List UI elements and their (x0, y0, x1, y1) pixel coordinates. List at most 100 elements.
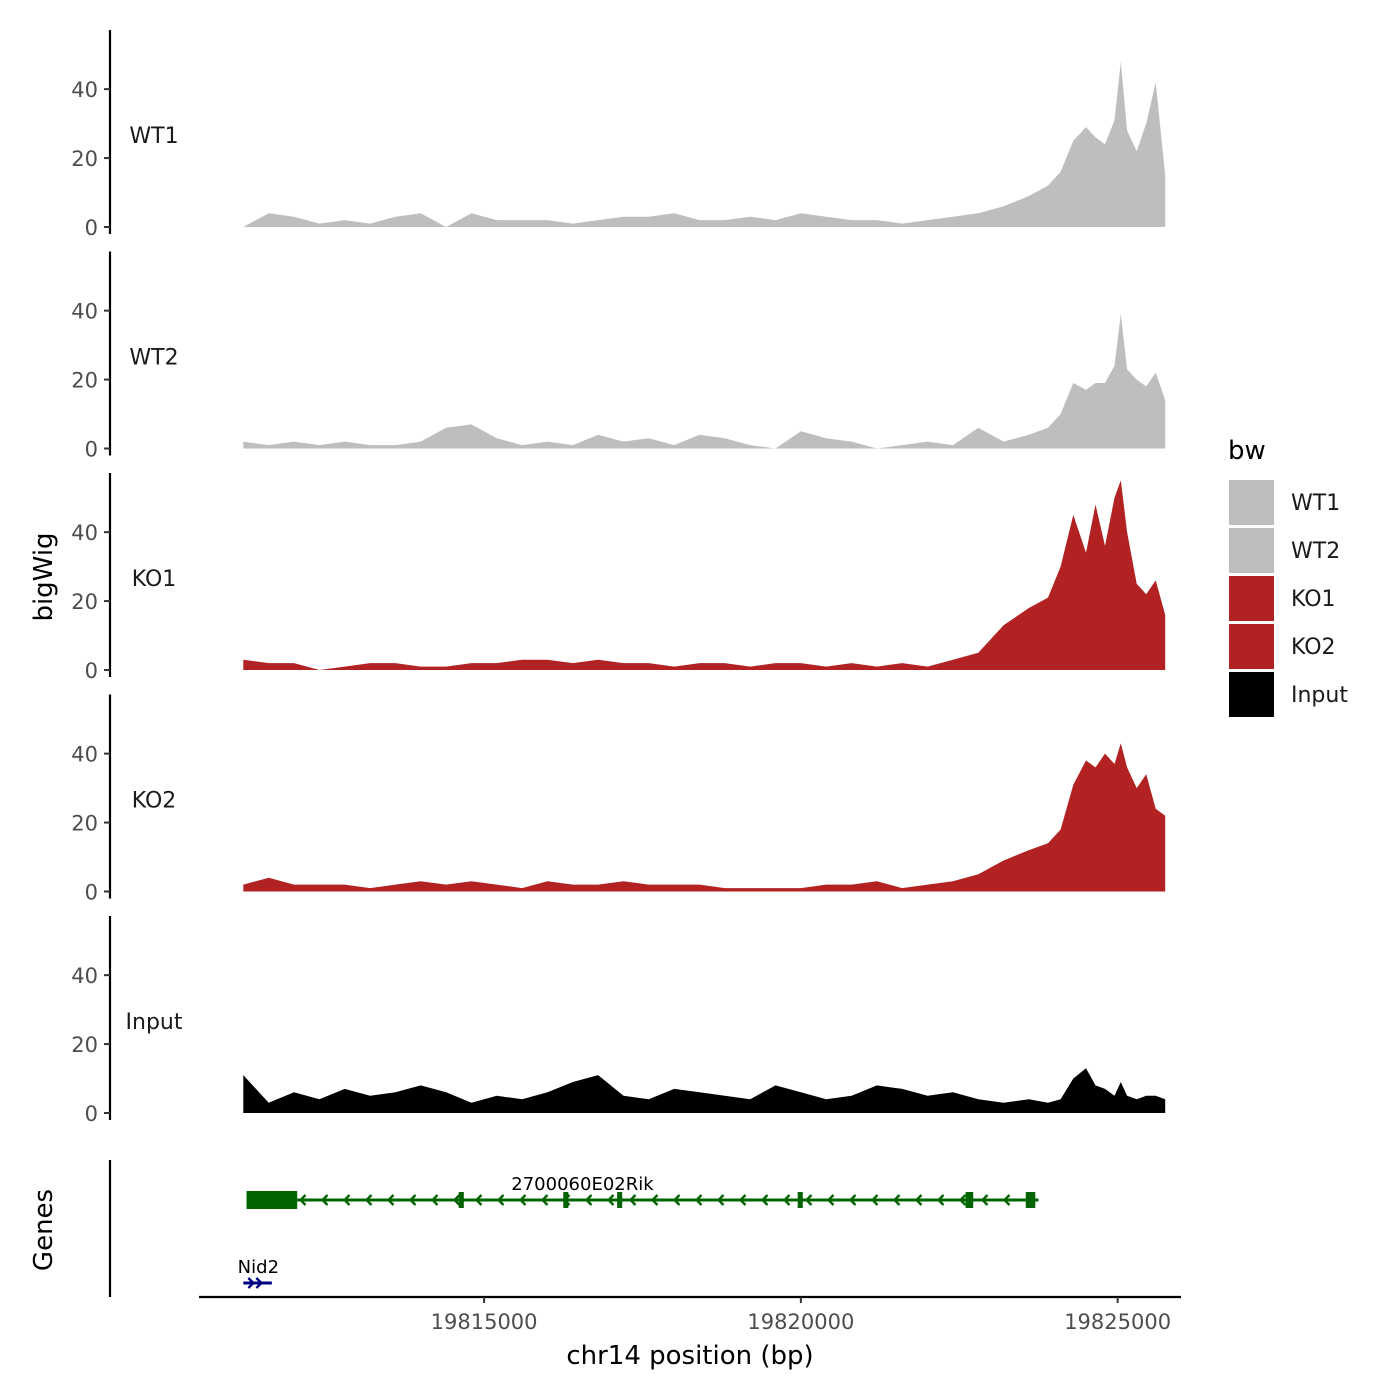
legend-item-input: Input (1229, 672, 1348, 717)
exon (246, 1191, 298, 1209)
legend-item-ko1: KO1 (1229, 576, 1336, 621)
track-input: 0 20 40 Input (71, 916, 1166, 1126)
strand-chevron (364, 1194, 373, 1206)
y-tick-label: 0 (85, 438, 98, 462)
strand-chevron (408, 1194, 417, 1206)
track-label: Input (126, 1010, 183, 1035)
genes-track: Genes 2700060E02Rik Nid2 (29, 1160, 1039, 1297)
strand-chevron (914, 1194, 923, 1206)
strand-chevron (320, 1194, 329, 1206)
gene-nid2: Nid2 (238, 1257, 279, 1289)
strand-chevron (650, 1194, 659, 1206)
legend-label: KO1 (1291, 587, 1336, 612)
track-ko1: 0 20 40 KO1 (71, 473, 1166, 683)
legend-item-ko2: KO2 (1229, 624, 1336, 669)
x-tick-label: 19815000 (431, 1310, 538, 1334)
strand-chevron (804, 1194, 813, 1206)
legend-swatch (1229, 576, 1274, 621)
exon (797, 1192, 803, 1208)
y-tick-label: 40 (71, 964, 98, 988)
y-tick-label: 40 (71, 521, 98, 545)
track-wt1: 0 20 40 WT1 (71, 30, 1166, 240)
exon (965, 1192, 974, 1208)
y-tick-label: 20 (71, 812, 98, 836)
y-tick-label: 20 (71, 147, 98, 171)
y-tick-label: 40 (71, 78, 98, 102)
area-wt1 (243, 61, 1166, 227)
x-tick-label: 19825000 (1064, 1310, 1171, 1334)
strand-chevron (672, 1194, 681, 1206)
x-tick-label: 19820000 (747, 1310, 854, 1334)
y-tick-label: 20 (71, 1033, 98, 1057)
legend-label: Input (1291, 683, 1348, 708)
legend: bw WT1 WT2 KO1 KO2 Input (1228, 436, 1348, 717)
strand-chevron (782, 1194, 791, 1206)
strand-chevron (584, 1194, 593, 1206)
strand-chevron (255, 1277, 264, 1289)
gene-name-label: Nid2 (238, 1257, 279, 1278)
y-tick-label: 40 (71, 743, 98, 767)
x-axis-label: chr14 position (bp) (566, 1341, 813, 1371)
legend-swatch (1229, 480, 1274, 525)
strand-chevron (958, 1194, 967, 1206)
track-ko2: 0 20 40 KO2 (71, 694, 1166, 905)
strand-chevron (936, 1194, 945, 1206)
exon (1025, 1192, 1036, 1208)
track-label: WT2 (129, 346, 178, 371)
strand-chevron (430, 1194, 439, 1206)
strand-chevron (518, 1194, 527, 1206)
strand-chevron (870, 1194, 879, 1206)
y-tick-label: 20 (71, 590, 98, 614)
strand-chevron (496, 1194, 505, 1206)
strand-chevron (760, 1194, 769, 1206)
strand-chevron (848, 1194, 857, 1206)
legend-title: bw (1228, 436, 1266, 466)
strand-chevron (980, 1194, 989, 1206)
coverage-tracks: 0 20 40 WT1 0 20 40 WT2 0 20 40 KO1 0 20 40 KO2 0 20 40 Inp… (71, 30, 1166, 1126)
strand-chevron (716, 1194, 725, 1206)
strand-chevron (342, 1194, 351, 1206)
area-ko1 (243, 480, 1166, 670)
x-axis: chr14 position (bp) 19815000 19820000 1982… (199, 1295, 1181, 1371)
legend-item-wt2: WT2 (1229, 528, 1340, 573)
exon (458, 1192, 464, 1208)
track-label: WT1 (129, 124, 178, 149)
strand-chevron (474, 1194, 483, 1206)
strand-chevron (606, 1194, 615, 1206)
legend-swatch (1229, 528, 1274, 573)
track-label: KO2 (132, 789, 177, 814)
y-tick-label: 20 (71, 369, 98, 393)
strand-chevron (694, 1194, 703, 1206)
legend-swatch (1229, 672, 1274, 717)
area-wt2 (243, 314, 1166, 449)
strand-chevron (892, 1194, 901, 1206)
y-tick-label: 0 (85, 659, 98, 683)
legend-label: KO2 (1291, 635, 1336, 660)
strand-chevron (452, 1194, 461, 1206)
gene-2700060e02rik: 2700060E02Rik (246, 1174, 1039, 1209)
strand-chevron (247, 1277, 256, 1289)
area-input (243, 1068, 1166, 1113)
y-tick-label: 40 (71, 300, 98, 324)
exon (563, 1192, 569, 1208)
track-wt2: 0 20 40 WT2 (71, 251, 1166, 462)
y-axis-label: bigWig (29, 532, 59, 621)
genes-axis-label: Genes (29, 1189, 59, 1271)
area-ko2 (243, 743, 1166, 892)
strand-chevron (738, 1194, 747, 1206)
legend-swatch (1229, 624, 1274, 669)
strand-chevron (540, 1194, 549, 1206)
strand-chevron (826, 1194, 835, 1206)
y-tick-label: 0 (85, 1102, 98, 1126)
strand-chevron (628, 1194, 637, 1206)
y-tick-label: 0 (85, 881, 98, 905)
legend-label: WT2 (1291, 539, 1340, 564)
exon (617, 1192, 623, 1208)
track-label: KO1 (132, 567, 177, 592)
strand-chevron (298, 1194, 307, 1206)
strand-chevron (1002, 1194, 1011, 1206)
gene-name-label: 2700060E02Rik (511, 1174, 654, 1195)
legend-label: WT1 (1291, 491, 1340, 516)
strand-chevron (386, 1194, 395, 1206)
